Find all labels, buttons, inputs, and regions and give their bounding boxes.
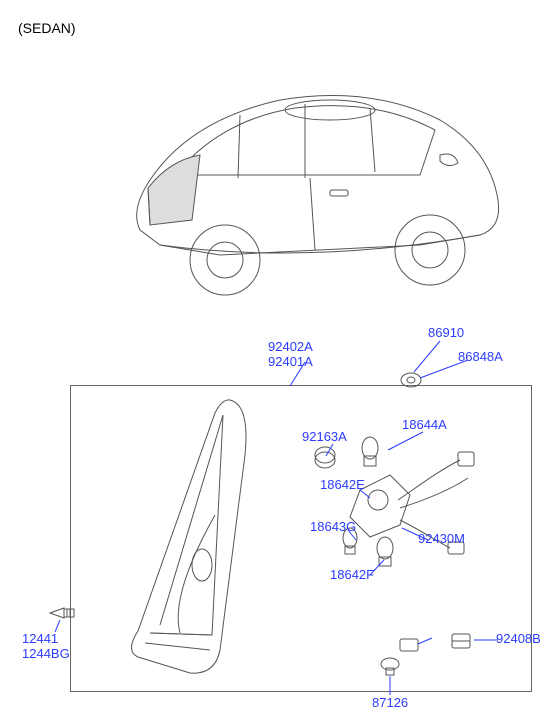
vehicle-illustration: [120, 60, 510, 320]
label-assembly-lower: 92401A: [268, 355, 313, 370]
page-title: (SEDAN): [18, 20, 76, 36]
label-12441: 12441: [22, 632, 58, 647]
diagram-page: (SEDAN): [0, 0, 554, 727]
label-assembly-upper: 92402A: [268, 340, 313, 355]
label-86848A: 86848A: [458, 350, 503, 365]
label-18642E: 18642E: [320, 478, 365, 493]
label-92430M: 92430M: [418, 532, 465, 547]
label-92408B: 92408B: [496, 632, 541, 647]
label-18642F: 18642F: [330, 568, 374, 583]
label-92163A: 92163A: [302, 430, 347, 445]
label-87126: 87126: [372, 696, 408, 711]
label-1244BG: 1244BG: [22, 647, 70, 662]
label-86910: 86910: [428, 326, 464, 341]
label-18644A: 18644A: [402, 418, 447, 433]
label-18643G: 18643G: [310, 520, 356, 535]
